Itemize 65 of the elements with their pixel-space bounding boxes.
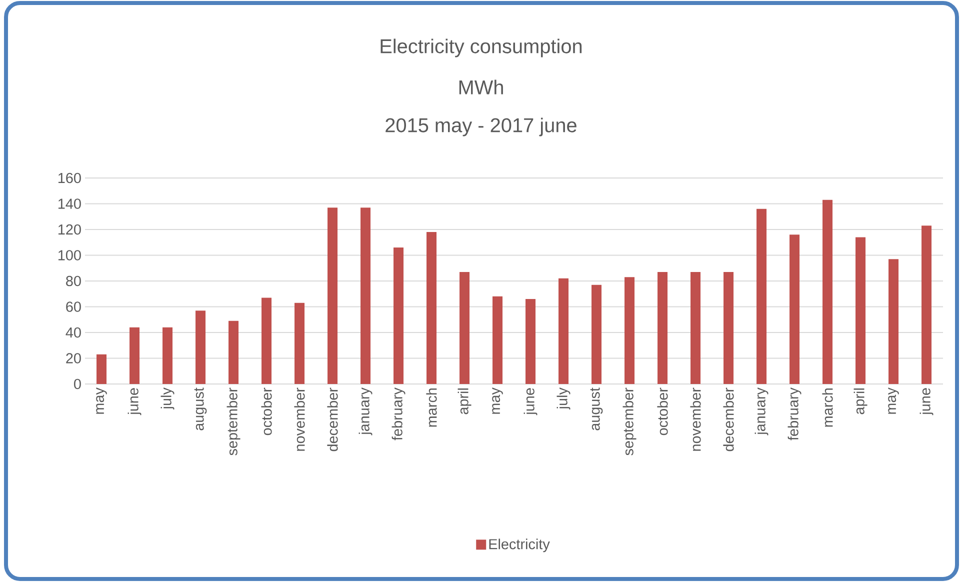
x-tick-label: october — [261, 388, 272, 436]
bar — [624, 277, 635, 384]
bar — [96, 354, 107, 384]
bar — [196, 310, 206, 384]
x-tick-label: june — [128, 388, 142, 416]
x-tick-label: february — [392, 388, 406, 440]
x-tick-label: march — [426, 388, 437, 427]
x-tick-label: june — [524, 388, 538, 416]
bar — [856, 237, 866, 384]
legend-label: Electricity — [489, 538, 550, 552]
y-tick-label: 160 — [58, 172, 81, 184]
bar — [790, 234, 800, 384]
x-tick-label: december — [723, 388, 734, 452]
bar — [360, 208, 371, 384]
x-tick-label: august — [590, 388, 603, 430]
chart-subtitle: MWh — [459, 80, 503, 94]
x-tick-label: november — [690, 388, 701, 451]
bar — [460, 272, 470, 384]
y-tick-label: 80 — [66, 276, 81, 286]
y-tick-label: 20 — [66, 353, 81, 364]
x-tick-label: october — [657, 388, 668, 436]
bar — [888, 259, 899, 384]
x-tick-label: september — [622, 388, 636, 456]
bar — [426, 232, 437, 384]
x-tick-label: may — [96, 388, 107, 414]
x-tick-label: january — [358, 388, 372, 436]
y-tick-label: 0 — [74, 378, 81, 390]
bar — [294, 302, 305, 384]
bar — [724, 272, 734, 384]
x-tick-label: august — [194, 388, 207, 430]
y-tick-label: 40 — [66, 327, 81, 338]
x-tick-label: september — [226, 388, 240, 456]
chart-title: Electricity consumption — [380, 38, 582, 58]
x-tick-label: april — [854, 388, 868, 414]
x-tick-label: may — [492, 388, 503, 414]
bar — [262, 298, 272, 384]
bar — [526, 299, 536, 384]
y-tick-label: 140 — [58, 198, 81, 209]
x-tick-label: june — [920, 388, 934, 416]
y-tick-label: 120 — [58, 224, 81, 235]
x-tick-label: july — [160, 388, 174, 410]
x-tick-label: november — [294, 388, 305, 451]
bar — [558, 278, 569, 384]
bar — [228, 320, 239, 384]
bar — [328, 208, 338, 384]
x-tick-label: february — [788, 388, 802, 440]
bar — [394, 248, 404, 384]
bar — [922, 226, 932, 384]
x-tick-label: april — [458, 388, 472, 414]
bar — [592, 284, 602, 384]
text: 2015 may - 2017 june — [386, 118, 576, 136]
bar — [130, 327, 140, 384]
bar — [756, 208, 767, 384]
bar — [162, 327, 173, 384]
x-tick-label: may — [888, 388, 899, 414]
bar — [822, 200, 833, 384]
y-tick-label: 60 — [66, 302, 81, 312]
x-tick-label: march — [822, 388, 833, 427]
y-tick-label: 100 — [58, 250, 81, 260]
x-tick-label: december — [327, 388, 338, 452]
x-tick-label: january — [754, 388, 768, 436]
bar — [658, 272, 668, 384]
bar — [690, 272, 701, 384]
x-tick-label: july — [556, 388, 570, 410]
bar — [492, 296, 503, 384]
